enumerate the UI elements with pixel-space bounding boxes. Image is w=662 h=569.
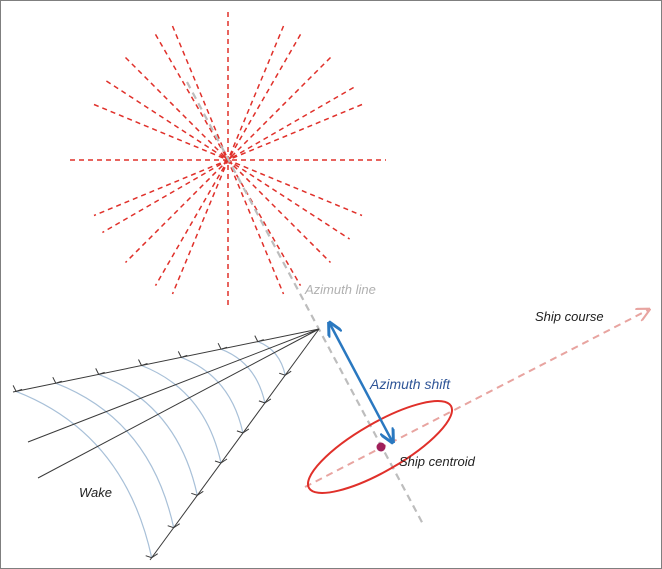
wake-wave bbox=[99, 374, 198, 495]
wake-wave bbox=[16, 391, 152, 557]
wake-waves bbox=[16, 342, 285, 558]
ship-centroid-label: Ship centroid bbox=[399, 454, 476, 469]
wake-wave bbox=[181, 357, 243, 433]
wake-arms bbox=[13, 329, 319, 560]
wake-arm bbox=[28, 329, 319, 442]
azimuth-line-label: Azimuth line bbox=[304, 282, 376, 297]
wake-label: Wake bbox=[79, 485, 112, 500]
azimuth-shift-label: Azimuth shift bbox=[369, 376, 451, 392]
ship-course-label: Ship course bbox=[535, 309, 604, 324]
wake-wave bbox=[258, 342, 285, 376]
wake-wave bbox=[56, 383, 174, 528]
azimuth-line bbox=[187, 82, 424, 526]
wake-arm bbox=[150, 329, 319, 560]
ship-centroid-dot bbox=[377, 443, 386, 452]
ship-course-line bbox=[305, 310, 648, 487]
